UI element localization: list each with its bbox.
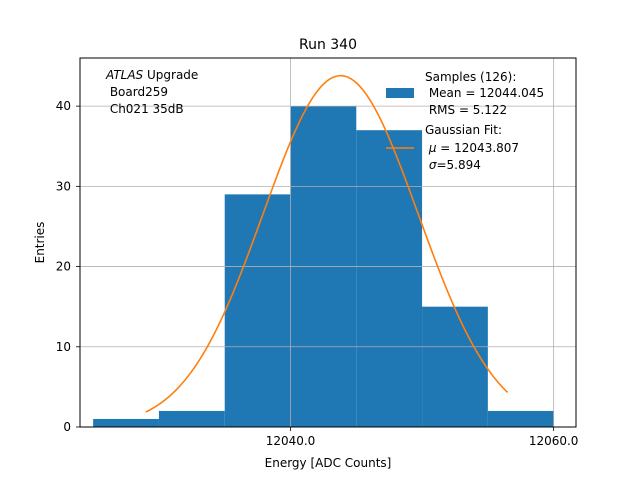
atlas-annotation-line3: Ch021 35dB — [106, 102, 184, 116]
legend-hist-label-3: RMS = 5.122 — [425, 103, 507, 117]
y-tick-label-2: 20 — [56, 260, 71, 274]
x-axis-label: Energy [ADC Counts] — [265, 456, 392, 470]
legend-hist-label-2: Mean = 12044.045 — [425, 86, 544, 100]
gaussian-fit-line — [145, 74, 509, 413]
atlas-annotation-line1: ATLAS Upgrade — [105, 68, 198, 82]
legend-fit-label-3: σ=5.894 — [425, 158, 481, 172]
legend-mu-value: = 12043.807 — [436, 141, 519, 155]
chart-title: Run 340 — [299, 37, 357, 53]
legend-sigma-value: =5.894 — [436, 158, 480, 172]
histogram-bar-4 — [356, 130, 423, 427]
histogram-bar-5 — [422, 306, 488, 427]
y-tick-label-0: 0 — [63, 420, 71, 434]
atlas-annotation: ATLAS Upgrade Board259 Ch021 35dB — [105, 68, 198, 116]
legend-hist-swatch — [386, 88, 414, 98]
y-tick-label-1: 10 — [56, 340, 71, 354]
x-tick-label-1: 12060.0 — [529, 434, 579, 448]
histogram-bar-0 — [93, 418, 159, 427]
atlas-italic-label: ATLAS — [105, 68, 144, 82]
legend: Samples (126): Mean = 12044.045 RMS = 5.… — [386, 70, 544, 172]
y-tick-label-3: 30 — [56, 179, 71, 193]
x-tick-label-0: 12040.0 — [266, 434, 316, 448]
legend-fit-label-2: μ = 12043.807 — [425, 141, 519, 155]
histogram-bar-2 — [224, 194, 291, 427]
legend-fit-label-1: Gaussian Fit: — [425, 123, 502, 137]
ticks-layer: 12040.0 12060.0 0 10 20 30 40 — [56, 99, 579, 448]
histogram-bar-6 — [487, 410, 554, 427]
legend-mu-symbol: μ — [428, 141, 437, 155]
axes-frame — [79, 57, 577, 428]
histogram-bar-1 — [158, 410, 225, 427]
fit-layer — [145, 74, 509, 413]
y-axis-label: Entries — [33, 222, 47, 264]
atlas-upgrade-label: Upgrade — [143, 68, 198, 82]
legend-sigma-symbol: σ — [429, 158, 437, 172]
atlas-annotation-line2: Board259 — [106, 85, 168, 99]
y-tick-label-4: 40 — [56, 99, 71, 113]
legend-hist-label-1: Samples (126): — [425, 70, 516, 84]
